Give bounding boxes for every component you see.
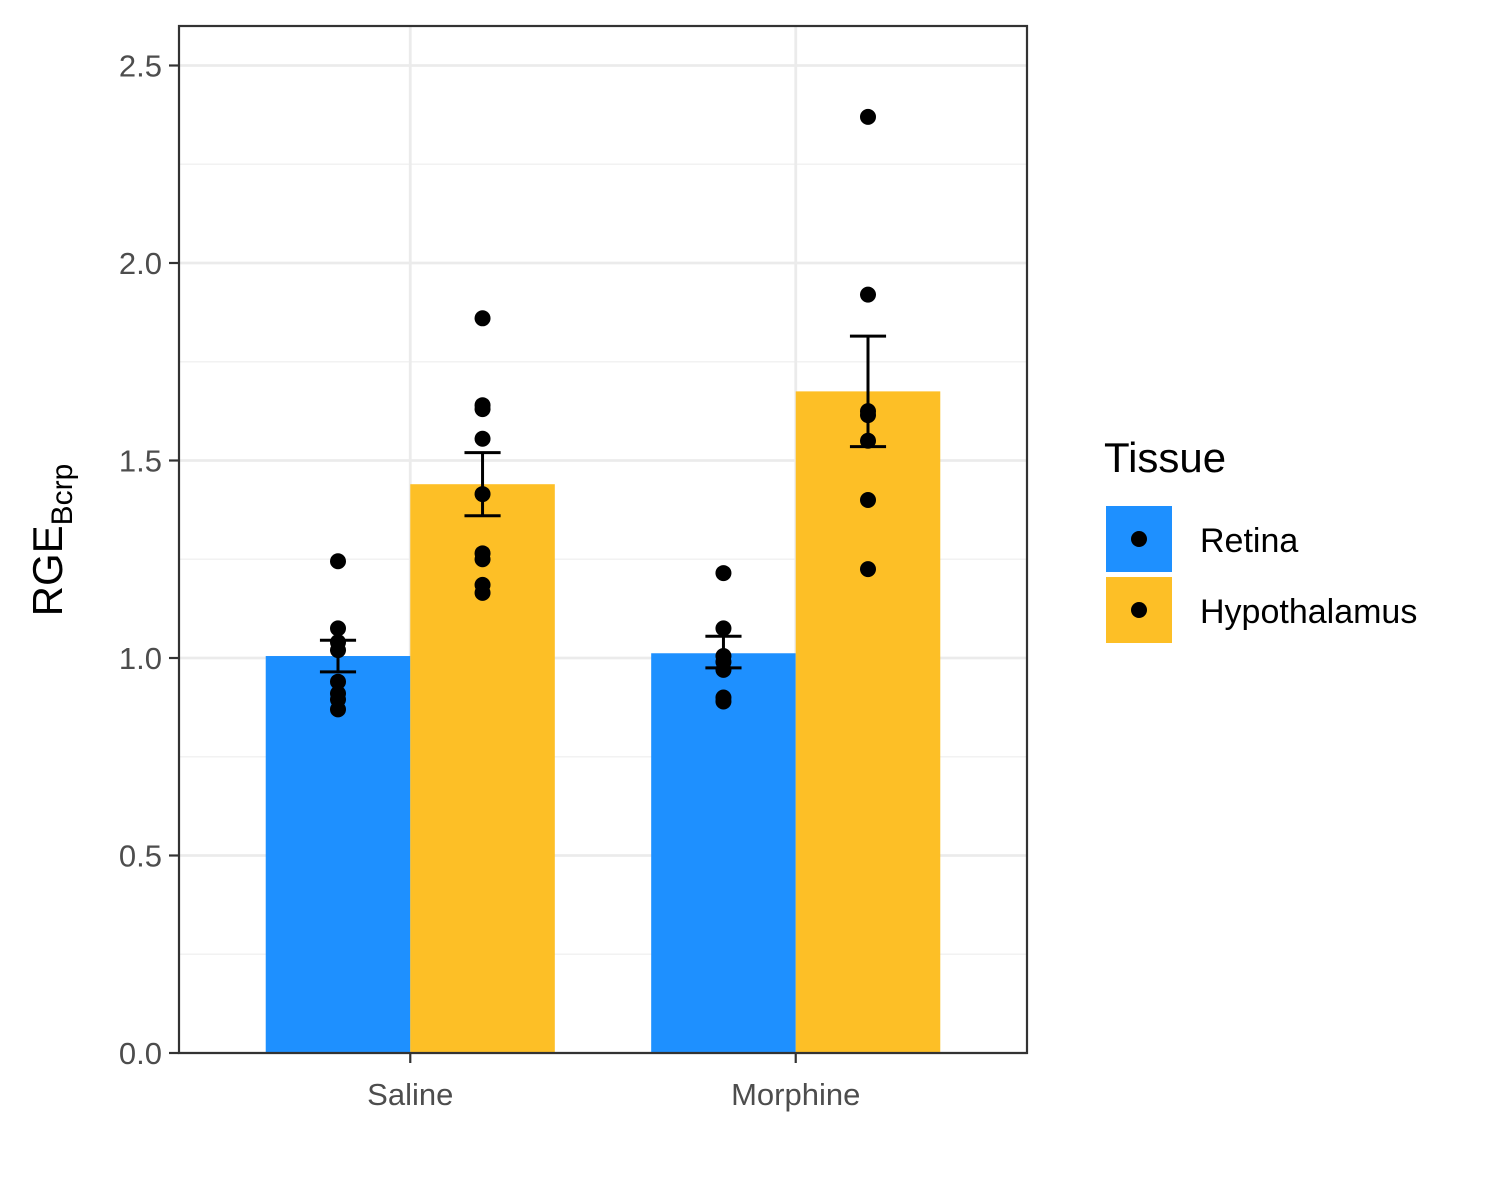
data-point bbox=[860, 492, 876, 508]
y-tick-label: 1.0 bbox=[119, 641, 162, 676]
legend-label-hypothalamus: Hypothalamus bbox=[1200, 593, 1417, 631]
data-point bbox=[715, 693, 732, 710]
y-tick-label: 2.5 bbox=[119, 49, 162, 84]
data-point bbox=[860, 407, 876, 424]
data-point bbox=[860, 286, 876, 303]
legend: Tissue Retina Hypothalamus bbox=[1104, 434, 1417, 643]
bar-hypothalamus-morphine bbox=[795, 391, 941, 1053]
y-axis-title-subscript: Bcrp bbox=[46, 464, 79, 526]
data-point bbox=[474, 584, 491, 601]
data-point bbox=[330, 642, 346, 659]
data-point bbox=[474, 310, 491, 327]
data-point bbox=[330, 673, 346, 690]
data-point bbox=[860, 561, 876, 578]
y-axis: 0.0 0.5 1.0 1.5 2.0 2.5 bbox=[119, 49, 179, 1071]
legend-label-retina: Retina bbox=[1200, 522, 1298, 560]
data-point bbox=[860, 432, 876, 449]
legend-title: Tissue bbox=[1104, 434, 1226, 481]
y-tick-label: 0.5 bbox=[119, 839, 162, 874]
data-point bbox=[330, 553, 346, 570]
plot-panel-border bbox=[177, 24, 1029, 1055]
data-point bbox=[474, 486, 491, 503]
data-point bbox=[474, 401, 491, 418]
data-point bbox=[330, 620, 346, 637]
x-axis: Saline Morphine bbox=[367, 1053, 860, 1112]
data-point bbox=[715, 661, 732, 678]
legend-key-point bbox=[1131, 531, 1147, 547]
data-point bbox=[474, 551, 491, 568]
x-tick-label: Morphine bbox=[731, 1077, 860, 1112]
y-tick-label: 0.0 bbox=[119, 1036, 162, 1071]
data-point bbox=[330, 701, 346, 718]
data-points bbox=[330, 108, 876, 718]
y-axis-title-main: RGE bbox=[24, 525, 71, 616]
x-tick-label: Saline bbox=[367, 1077, 453, 1112]
y-tick-label: 1.5 bbox=[119, 444, 162, 479]
bar-retina-saline bbox=[265, 656, 411, 1053]
data-point bbox=[860, 108, 876, 125]
bar-retina-morphine bbox=[651, 653, 796, 1053]
data-point bbox=[715, 565, 732, 582]
legend-key-point bbox=[1131, 602, 1147, 618]
data-point bbox=[715, 620, 732, 637]
data-point bbox=[474, 430, 491, 447]
bar-hypothalamus-saline bbox=[410, 484, 555, 1053]
y-axis-title: RGEBcrp bbox=[24, 464, 79, 617]
y-tick-label: 2.0 bbox=[119, 246, 162, 281]
